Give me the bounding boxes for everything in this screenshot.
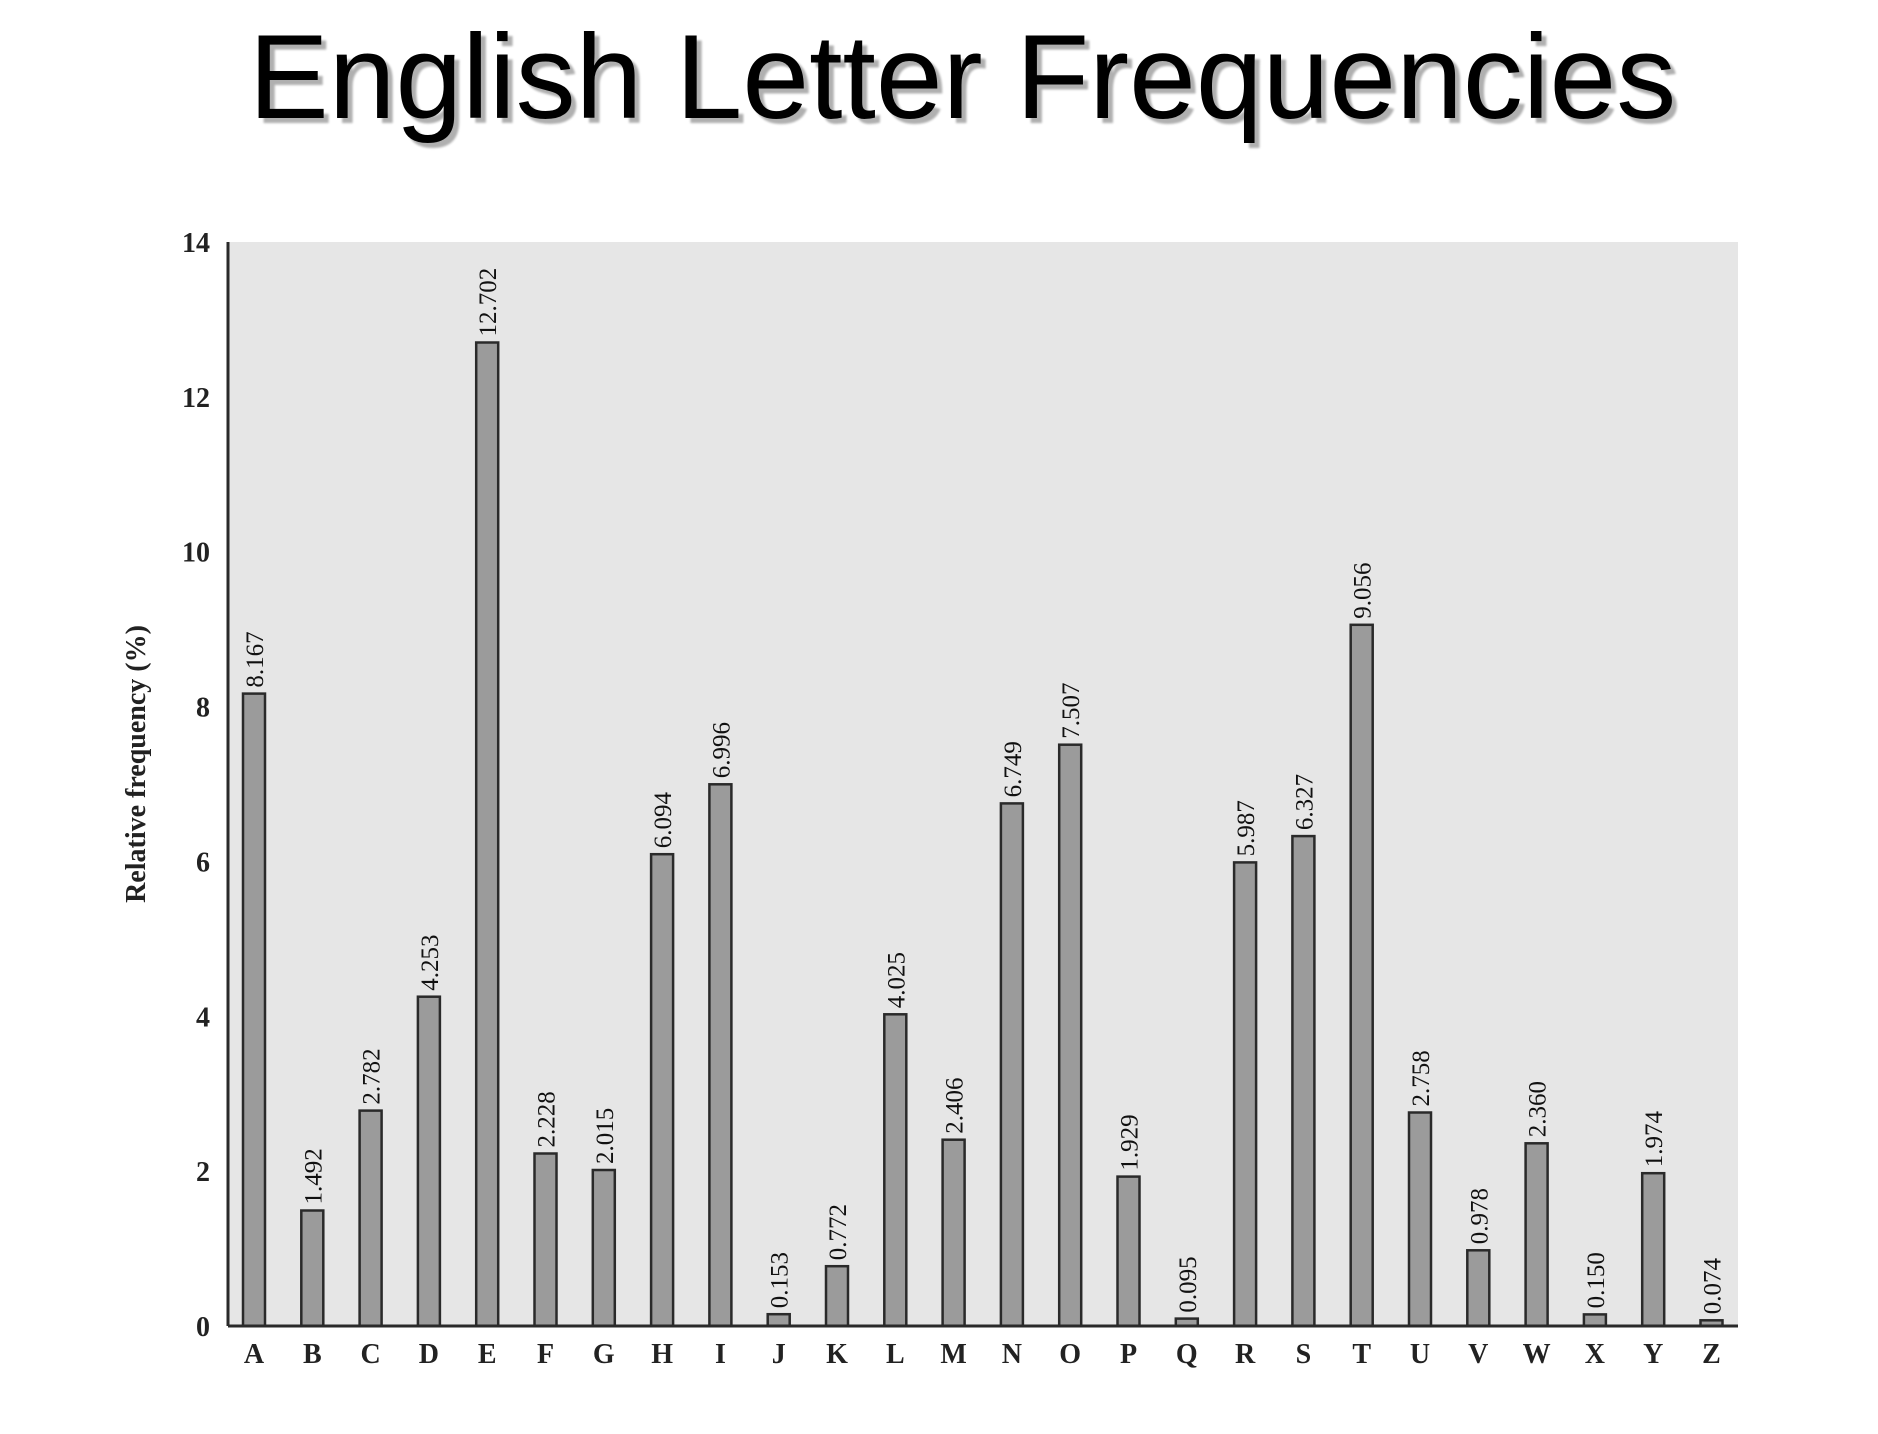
x-tick-label-m: M bbox=[940, 1339, 966, 1370]
y-tick-label-14: 14 bbox=[182, 228, 210, 259]
x-ticks-layer: A B C D E F G H I J K L M N O P Q R S T U V W X Y Z bbox=[244, 1339, 1721, 1370]
x-tick-label-q: Q bbox=[1176, 1339, 1198, 1370]
y-tick-label-12: 12 bbox=[182, 383, 210, 414]
y-tick-label-4: 4 bbox=[196, 1002, 210, 1033]
bar-g bbox=[591, 1168, 617, 1328]
x-tick-label-j: J bbox=[772, 1339, 786, 1370]
bar-l bbox=[883, 1013, 908, 1328]
value-label-j: 0.153 bbox=[767, 1252, 794, 1308]
bar-i bbox=[708, 783, 733, 1328]
bar-p bbox=[1116, 1175, 1141, 1328]
x-tick-label-r: R bbox=[1235, 1339, 1256, 1370]
x-tick-label-i: I bbox=[715, 1339, 726, 1370]
y-tick-label-0: 0 bbox=[196, 1312, 210, 1343]
x-tick-label-a: A bbox=[244, 1339, 265, 1370]
bar-b bbox=[300, 1209, 325, 1328]
x-tick-label-t: T bbox=[1352, 1339, 1371, 1370]
slide-title: English Letter Frequencies bbox=[248, 10, 1677, 144]
bar-r bbox=[1232, 861, 1258, 1328]
value-label-l: 4.025 bbox=[883, 952, 910, 1008]
value-label-e: 12.702 bbox=[475, 268, 502, 337]
value-label-y: 1.974 bbox=[1641, 1110, 1668, 1167]
bar-h bbox=[649, 852, 675, 1328]
x-tick-label-l: L bbox=[886, 1339, 905, 1370]
y-axis-title: Relative frequency (%) bbox=[121, 625, 152, 903]
value-label-m: 2.406 bbox=[942, 1077, 969, 1133]
x-tick-label-n: N bbox=[1002, 1339, 1022, 1370]
bar-e bbox=[474, 341, 500, 1328]
y-tick-label-6: 6 bbox=[196, 847, 210, 878]
x-tick-label-y: Y bbox=[1643, 1339, 1663, 1370]
bar-a bbox=[241, 692, 267, 1328]
x-tick-label-z: Z bbox=[1702, 1339, 1721, 1370]
value-label-o: 7.507 bbox=[1058, 682, 1085, 738]
bar-w bbox=[1524, 1142, 1549, 1328]
x-tick-label-p: P bbox=[1120, 1339, 1137, 1370]
bar-o bbox=[1057, 743, 1083, 1328]
value-label-x: 0.150 bbox=[1583, 1252, 1610, 1308]
value-label-r: 5.987 bbox=[1233, 800, 1260, 856]
bar-s bbox=[1291, 834, 1316, 1328]
bar-d bbox=[416, 995, 442, 1328]
x-tick-label-u: U bbox=[1410, 1339, 1430, 1370]
x-tick-label-s: S bbox=[1296, 1339, 1312, 1370]
x-tick-label-o: O bbox=[1059, 1339, 1081, 1370]
x-tick-label-g: G bbox=[593, 1339, 615, 1370]
y-ticks-layer: 0 2 4 6 8 10 12 14 bbox=[182, 228, 210, 1343]
x-tick-label-f: F bbox=[537, 1339, 554, 1370]
bar-x bbox=[1582, 1313, 1608, 1328]
value-label-b: 1.492 bbox=[300, 1148, 327, 1204]
x-tick-label-d: D bbox=[419, 1339, 439, 1370]
bar-y bbox=[1640, 1171, 1666, 1328]
value-label-n: 6.749 bbox=[1000, 741, 1027, 797]
y-tick-label-8: 8 bbox=[196, 693, 210, 724]
value-label-d: 4.253 bbox=[417, 934, 444, 990]
x-tick-label-c: C bbox=[360, 1339, 380, 1370]
bar-c bbox=[358, 1109, 383, 1328]
value-label-i: 6.996 bbox=[708, 722, 735, 778]
bar-n bbox=[999, 802, 1025, 1328]
value-label-u: 2.758 bbox=[1408, 1050, 1435, 1106]
x-tick-label-h: H bbox=[651, 1339, 673, 1370]
value-label-k: 0.772 bbox=[825, 1204, 852, 1260]
value-label-q: 0.095 bbox=[1175, 1256, 1202, 1312]
x-tick-label-e: E bbox=[478, 1339, 497, 1370]
x-tick-label-b: B bbox=[303, 1339, 322, 1370]
plot-background bbox=[228, 242, 1738, 1326]
y-tick-label-10: 10 bbox=[182, 538, 210, 569]
value-label-h: 6.094 bbox=[650, 791, 677, 848]
value-labels-layer: 8.167 1.492 2.782 4.253 12.702 2.228 2.015 6.09… bbox=[242, 268, 1727, 1315]
y-tick-label-2: 2 bbox=[196, 1157, 210, 1188]
bar-m bbox=[941, 1138, 966, 1328]
value-label-c: 2.782 bbox=[359, 1048, 386, 1104]
value-label-t: 9.056 bbox=[1350, 563, 1377, 619]
x-tick-label-x: X bbox=[1585, 1339, 1605, 1370]
bars-layer bbox=[241, 341, 1724, 1328]
value-label-w: 2.360 bbox=[1525, 1081, 1552, 1137]
bar-u bbox=[1407, 1111, 1433, 1328]
bar-v bbox=[1466, 1249, 1491, 1328]
bar-f bbox=[533, 1152, 558, 1328]
value-label-z: 0.074 bbox=[1700, 1258, 1727, 1315]
x-tick-label-w: W bbox=[1523, 1339, 1551, 1370]
value-label-s: 6.327 bbox=[1291, 774, 1318, 830]
value-label-g: 2.015 bbox=[592, 1108, 619, 1164]
bar-t bbox=[1349, 623, 1374, 1328]
value-label-f: 2.228 bbox=[534, 1091, 561, 1147]
bar-k bbox=[824, 1264, 850, 1328]
value-label-a: 8.167 bbox=[242, 631, 269, 687]
x-tick-label-k: K bbox=[826, 1339, 848, 1370]
bar-j bbox=[766, 1312, 791, 1328]
value-label-v: 0.978 bbox=[1466, 1188, 1493, 1244]
value-label-p: 1.929 bbox=[1117, 1114, 1144, 1170]
x-tick-label-v: V bbox=[1468, 1339, 1488, 1370]
